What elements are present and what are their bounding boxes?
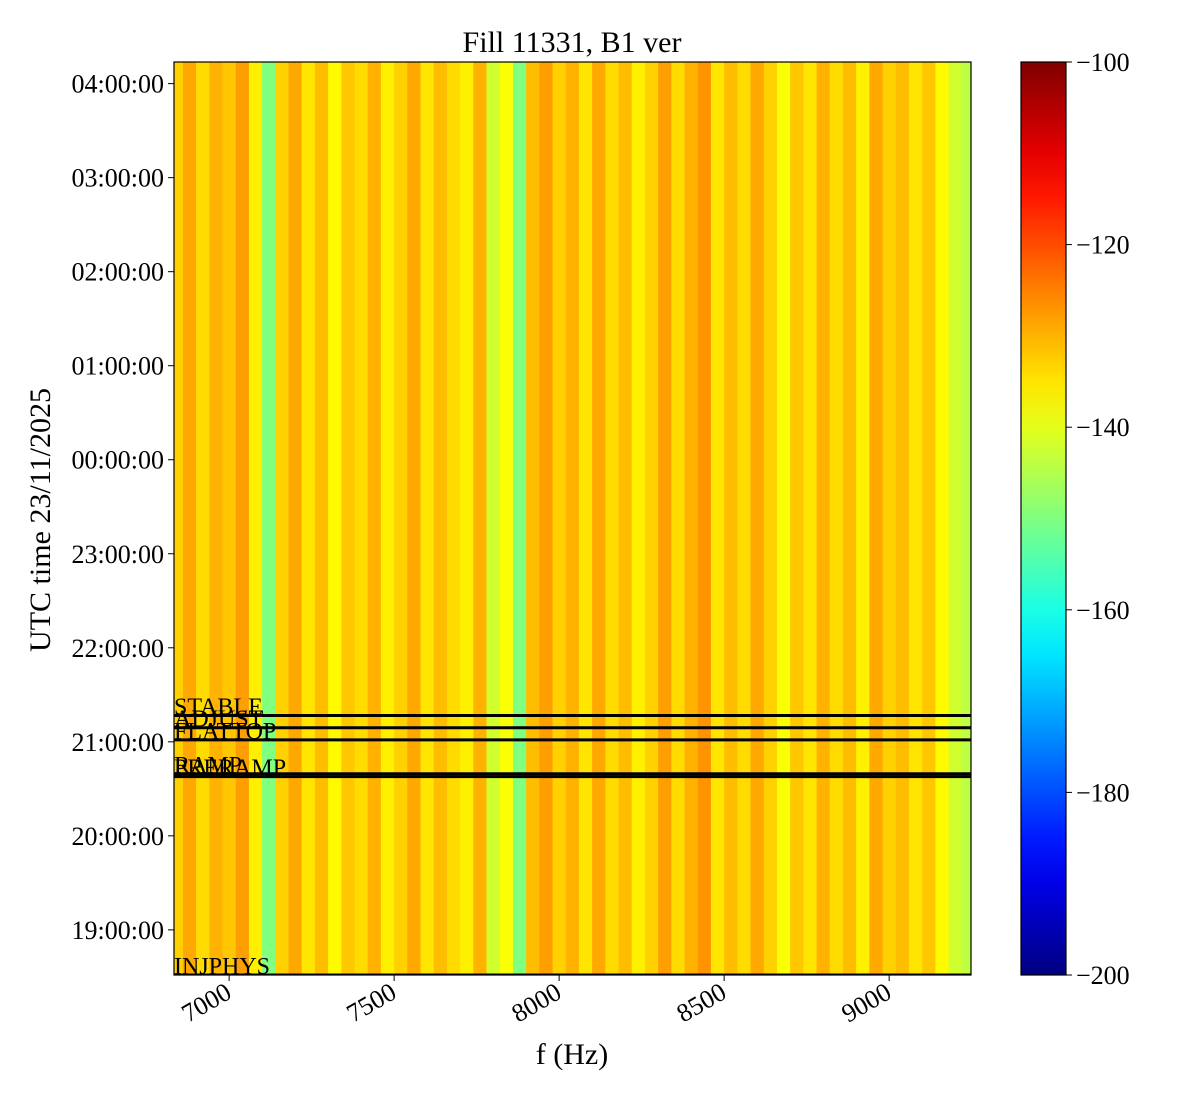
- heatmap-column: [499, 62, 514, 975]
- heatmap-column: [671, 62, 686, 975]
- heatmap-column: [961, 62, 971, 975]
- x-tick-label: 9000: [837, 977, 897, 1028]
- axes-frame: [173, 61, 972, 976]
- heatmap-column: [578, 62, 593, 975]
- y-tick-label: 00:00:00: [72, 446, 164, 475]
- colorbar-tick-label: −140: [1076, 413, 1130, 442]
- heatmap-column: [235, 62, 250, 975]
- heatmap-column: [908, 62, 923, 975]
- heatmap-column: [737, 62, 752, 975]
- heatmap-column: [248, 62, 263, 975]
- heatmap-column: [592, 62, 606, 975]
- heatmap-column: [856, 62, 870, 975]
- heatmap-column: [407, 62, 422, 975]
- y-tick-label: 21:00:00: [72, 728, 164, 757]
- x-axis-label: f (Hz): [536, 1038, 608, 1071]
- heatmap-column: [565, 62, 580, 975]
- colorbar-tick-label: −200: [1076, 961, 1130, 990]
- y-tick-label: 01:00:00: [72, 352, 164, 381]
- heatmap-column: [842, 62, 857, 975]
- colorbar-tick-label: −160: [1076, 596, 1130, 625]
- chart-title: Fill 11331, B1 ver: [463, 26, 682, 59]
- x-tick-label: 8500: [672, 977, 732, 1028]
- heatmap-column: [790, 62, 804, 975]
- heatmap-column: [776, 62, 791, 975]
- heatmap-column: [196, 62, 210, 975]
- heatmap-column: [446, 62, 461, 975]
- heatmap-column: [869, 62, 884, 975]
- event-label: PRERAMP: [174, 756, 286, 782]
- heatmap-column: [354, 62, 369, 975]
- heatmap-column: [644, 62, 659, 975]
- heatmap-column: [539, 62, 554, 975]
- heatmap-column: [750, 62, 765, 975]
- y-tick-label: 19:00:00: [72, 916, 164, 945]
- heatmap-column: [301, 62, 316, 975]
- y-tick-label: 04:00:00: [72, 70, 164, 99]
- heatmap-column: [763, 62, 778, 975]
- heatmap-column: [486, 62, 501, 975]
- heatmap-column: [631, 62, 646, 975]
- heatmap-column: [552, 62, 567, 975]
- heatmap-column: [328, 62, 342, 975]
- heatmap-column: [948, 62, 963, 975]
- colorbar-tick-label: −100: [1076, 48, 1130, 77]
- event-label: STABLE: [174, 694, 263, 720]
- y-tick-label: 02:00:00: [72, 258, 164, 287]
- heatmap-column: [275, 62, 290, 975]
- y-tick-label: 20:00:00: [72, 822, 164, 851]
- heatmap-column: [288, 62, 303, 975]
- plot-area: [174, 62, 971, 975]
- heatmap-column: [380, 62, 395, 975]
- event-label: ADJUST: [174, 707, 264, 733]
- y-axis-label: UTC time 23/11/2025: [24, 388, 57, 652]
- heatmap-column: [658, 62, 672, 975]
- heatmap-column: [460, 62, 474, 975]
- heatmap-column: [895, 62, 910, 975]
- x-tick-label: 7000: [177, 977, 237, 1028]
- heatmap-column: [710, 62, 725, 975]
- event-label: RAMP: [174, 753, 242, 779]
- heatmap-column: [803, 62, 818, 975]
- heatmap-column: [433, 62, 448, 975]
- heatmap-column: [618, 62, 633, 975]
- colorbar-tick-label: −180: [1076, 778, 1130, 807]
- heatmap-column: [526, 62, 540, 975]
- heatmap-column: [209, 62, 224, 975]
- heatmap-column: [816, 62, 831, 975]
- event-label: FLATTOP: [174, 719, 276, 745]
- heatmap-column: [697, 62, 712, 975]
- heatmap-column: [512, 62, 527, 975]
- heatmap-column: [182, 62, 197, 975]
- heatmap-column: [314, 62, 329, 975]
- heatmap-column: [341, 62, 356, 975]
- heatmap-column: [922, 62, 936, 975]
- x-tick-label: 7500: [342, 977, 402, 1028]
- heatmap-column: [829, 62, 844, 975]
- heatmap-column: [684, 62, 699, 975]
- colorbar-tick-label: −120: [1076, 231, 1130, 260]
- heatmap-column: [420, 62, 435, 975]
- heatmap-column: [724, 62, 738, 975]
- y-tick-label: 22:00:00: [72, 634, 164, 663]
- heatmap-column: [174, 62, 184, 975]
- event-label: INJPHYS: [174, 954, 270, 980]
- heatmap-column: [262, 62, 276, 975]
- colorbar: [1020, 61, 1067, 976]
- heatmap-column: [473, 62, 488, 975]
- heatmap-column: [882, 62, 897, 975]
- y-tick-label: 23:00:00: [72, 540, 164, 569]
- heatmap-column: [935, 62, 950, 975]
- heatmap-column: [605, 62, 620, 975]
- y-tick-label: 03:00:00: [72, 164, 164, 193]
- heatmap-column: [222, 62, 237, 975]
- heatmap-column: [394, 62, 408, 975]
- heatmap-column: [367, 62, 382, 975]
- x-tick-label: 8000: [507, 977, 567, 1028]
